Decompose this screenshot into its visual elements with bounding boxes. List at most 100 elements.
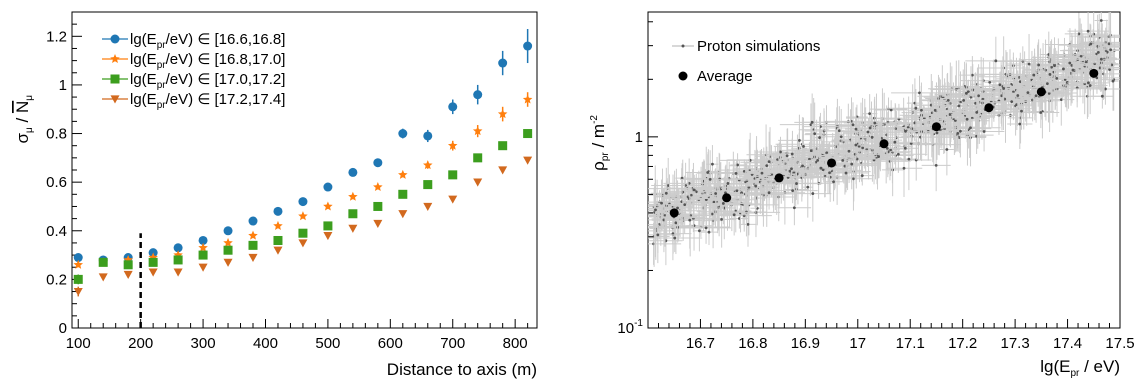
simulation-point (910, 82, 933, 139)
data-point (398, 129, 408, 139)
simulation-point (1022, 62, 1045, 88)
simulation-point (733, 164, 758, 200)
data-point (223, 258, 233, 267)
left-axis-ticks (72, 11, 529, 329)
data-point (223, 237, 233, 247)
simulation-point (648, 224, 703, 253)
simulation-point (825, 162, 843, 202)
data-point (447, 140, 458, 150)
left-y-axis-title: σμ / Nμ (13, 95, 35, 144)
data-point (298, 211, 308, 221)
left-x-tick-labels: 100 200 300 400 500 600 700 800 (66, 335, 528, 352)
data-point (223, 226, 233, 236)
data-point (522, 94, 533, 104)
simulation-point (1007, 34, 1051, 94)
average-point (879, 139, 889, 149)
data-point (273, 235, 283, 245)
average-point (1036, 87, 1046, 97)
simulation-point (801, 112, 839, 141)
simulation-point (1036, 39, 1067, 95)
simulation-point (665, 175, 704, 234)
simulation-point (1074, 27, 1120, 91)
simulation-point (1061, 43, 1079, 83)
simulation-point (685, 154, 731, 191)
average-point (669, 208, 679, 218)
average-points (669, 68, 1099, 218)
x-tick-label: 16.7 (686, 335, 715, 352)
right-x-tick-labels: 16.7 16.8 16.9 17 17.1 17.2 17.3 17.4 17.5 (686, 335, 1135, 352)
simulation-point (942, 81, 955, 119)
simulation-point (1057, 51, 1070, 87)
simulation-point (885, 139, 923, 197)
data-point (448, 170, 458, 180)
simulation-point (954, 96, 980, 143)
legend-marker (110, 95, 120, 104)
simulation-point (768, 128, 806, 183)
data-point (248, 230, 258, 240)
simulation-point (1007, 70, 1029, 121)
right-plot-frame (647, 11, 1121, 329)
data-point (273, 206, 283, 216)
data-point (348, 191, 358, 201)
data-point (498, 166, 508, 175)
data-point (323, 221, 333, 231)
simulation-point (975, 59, 1033, 118)
data-point (98, 257, 108, 267)
simulation-point (1091, 34, 1106, 70)
simulation-point (1018, 73, 1038, 112)
data-point (298, 197, 308, 207)
average-point (1089, 68, 1099, 78)
x-tick-label: 17.2 (948, 335, 977, 352)
data-point (398, 189, 408, 199)
data-point (423, 131, 433, 141)
right-panel: 16.7 16.8 16.9 17 17.1 17.2 17.3 17.4 17.5 1 10-1… (589, 11, 1135, 379)
simulation-point (766, 149, 821, 196)
simulation-point (1022, 96, 1060, 129)
right-legend: Proton simulations Average (672, 38, 820, 85)
simulation-point (850, 165, 874, 186)
legend-label: lg(Epr/eV) ∈ [17.2,17.4] (130, 91, 285, 111)
simulation-point (990, 71, 1010, 98)
data-point (173, 268, 183, 277)
legend-entry: Proton simulations (672, 38, 820, 55)
x-tick-label: 300 (191, 335, 216, 352)
data-point (323, 201, 333, 211)
data-point (373, 158, 383, 168)
data-point (198, 250, 208, 260)
data-point (498, 58, 508, 68)
data-point (423, 180, 433, 190)
legend-entry: lg(Epr/eV) ∈ [17.0,17.2] (102, 71, 285, 91)
data-point (198, 235, 208, 245)
simulation-point (1081, 30, 1120, 69)
data-point (173, 255, 183, 265)
data-point (423, 160, 433, 170)
data-point (523, 156, 533, 165)
simulation-point (707, 168, 724, 219)
simulation-point (798, 159, 848, 181)
simulation-point (777, 190, 812, 226)
simulation-point (680, 191, 699, 249)
data-point (373, 219, 383, 228)
simulation-point (720, 194, 749, 236)
simulation-point (924, 105, 950, 160)
legend-marker (110, 74, 120, 84)
legend-entry: lg(Epr/eV) ∈ [16.8,17.0] (102, 51, 285, 71)
data-point (73, 274, 83, 284)
x-tick-label: 16.9 (791, 335, 820, 352)
data-point (348, 167, 358, 177)
data-point (498, 141, 508, 151)
left-panel: 100 200 300 400 500 600 700 800 0 0.2 0.4 0.6 0.8 1 1… (13, 11, 538, 379)
simulation-point (823, 106, 856, 156)
simulation-point (843, 105, 906, 141)
simulation-point (1075, 52, 1097, 73)
right-y-axis-title: ρpr / m-2 (589, 115, 611, 171)
simulation-point (1067, 70, 1110, 95)
x-tick-label: 200 (128, 335, 153, 352)
proton-simulation-points (648, 12, 1120, 267)
data-point (73, 253, 83, 263)
y-tick-label: 1 (635, 129, 643, 146)
series-2 (73, 129, 533, 285)
y-tick-label: 0 (59, 320, 67, 337)
legend-marker (110, 34, 120, 44)
